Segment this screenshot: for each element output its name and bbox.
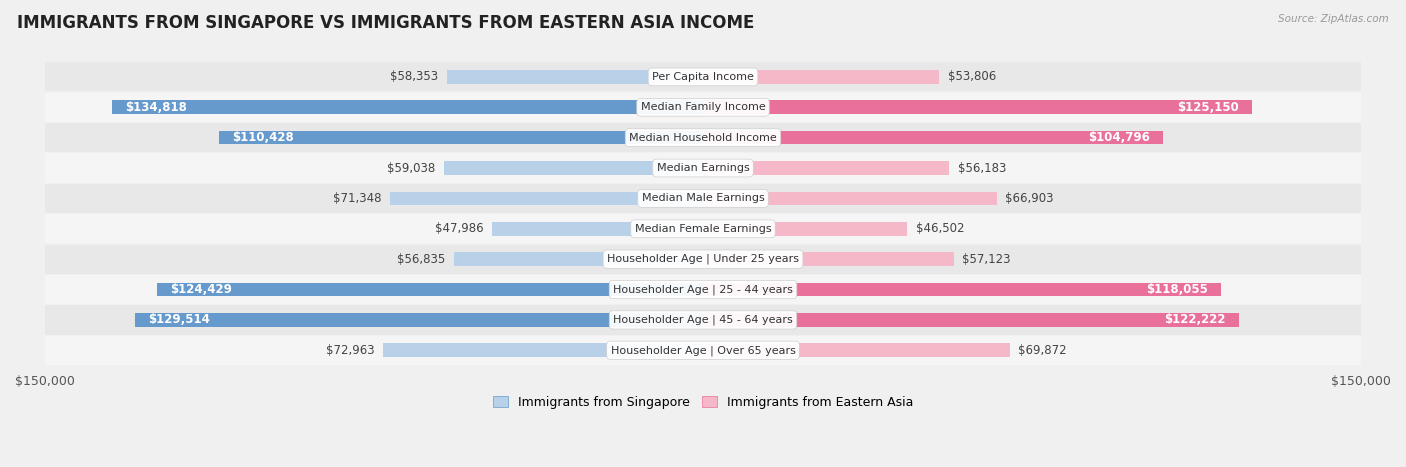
Text: Per Capita Income: Per Capita Income bbox=[652, 72, 754, 82]
Bar bbox=[703, 283, 1220, 297]
Text: $110,428: $110,428 bbox=[232, 131, 294, 144]
Text: $56,835: $56,835 bbox=[396, 253, 444, 266]
Bar bbox=[703, 100, 1253, 114]
Text: Median Earnings: Median Earnings bbox=[657, 163, 749, 173]
Bar bbox=[45, 92, 1361, 122]
Bar bbox=[45, 275, 1361, 304]
Text: $104,796: $104,796 bbox=[1088, 131, 1150, 144]
Text: IMMIGRANTS FROM SINGAPORE VS IMMIGRANTS FROM EASTERN ASIA INCOME: IMMIGRANTS FROM SINGAPORE VS IMMIGRANTS … bbox=[17, 14, 754, 32]
Bar bbox=[492, 222, 703, 236]
Bar bbox=[45, 184, 1361, 213]
Bar bbox=[454, 252, 703, 266]
Text: Householder Age | 45 - 64 years: Householder Age | 45 - 64 years bbox=[613, 315, 793, 325]
Text: $46,502: $46,502 bbox=[915, 222, 965, 235]
Bar bbox=[703, 191, 997, 205]
Text: Median Family Income: Median Family Income bbox=[641, 102, 765, 112]
Text: $58,353: $58,353 bbox=[389, 71, 439, 84]
Text: $72,963: $72,963 bbox=[326, 344, 374, 357]
Bar bbox=[45, 154, 1361, 183]
Text: $53,806: $53,806 bbox=[948, 71, 995, 84]
Bar bbox=[703, 343, 1010, 357]
Text: $122,222: $122,222 bbox=[1164, 313, 1226, 326]
Bar bbox=[45, 62, 1361, 92]
Bar bbox=[703, 131, 1163, 144]
Bar bbox=[703, 313, 1239, 327]
Text: $56,183: $56,183 bbox=[959, 162, 1007, 175]
Text: Median Male Earnings: Median Male Earnings bbox=[641, 193, 765, 204]
Legend: Immigrants from Singapore, Immigrants from Eastern Asia: Immigrants from Singapore, Immigrants fr… bbox=[488, 391, 918, 414]
Text: $66,903: $66,903 bbox=[1005, 192, 1053, 205]
Text: $129,514: $129,514 bbox=[148, 313, 209, 326]
Bar bbox=[389, 191, 703, 205]
Bar bbox=[45, 123, 1361, 152]
Text: Median Household Income: Median Household Income bbox=[628, 133, 778, 142]
Bar bbox=[111, 100, 703, 114]
Text: Householder Age | 25 - 44 years: Householder Age | 25 - 44 years bbox=[613, 284, 793, 295]
Bar bbox=[157, 283, 703, 297]
Text: Householder Age | Under 25 years: Householder Age | Under 25 years bbox=[607, 254, 799, 264]
Bar bbox=[382, 343, 703, 357]
Text: $69,872: $69,872 bbox=[1018, 344, 1067, 357]
Text: $124,429: $124,429 bbox=[170, 283, 232, 296]
Bar bbox=[135, 313, 703, 327]
Bar bbox=[703, 252, 953, 266]
Bar bbox=[45, 214, 1361, 243]
Text: $47,986: $47,986 bbox=[434, 222, 484, 235]
Text: $57,123: $57,123 bbox=[962, 253, 1011, 266]
Bar bbox=[45, 305, 1361, 334]
Bar bbox=[703, 70, 939, 84]
Bar bbox=[444, 161, 703, 175]
Text: Median Female Earnings: Median Female Earnings bbox=[634, 224, 772, 234]
Bar bbox=[45, 336, 1361, 365]
Bar bbox=[703, 161, 949, 175]
Text: $59,038: $59,038 bbox=[387, 162, 436, 175]
Text: $125,150: $125,150 bbox=[1177, 101, 1239, 114]
Bar bbox=[218, 131, 703, 144]
Text: Source: ZipAtlas.com: Source: ZipAtlas.com bbox=[1278, 14, 1389, 24]
Text: Householder Age | Over 65 years: Householder Age | Over 65 years bbox=[610, 345, 796, 355]
Text: $71,348: $71,348 bbox=[333, 192, 381, 205]
Bar bbox=[703, 222, 907, 236]
Text: $118,055: $118,055 bbox=[1146, 283, 1208, 296]
Bar bbox=[45, 245, 1361, 274]
Bar bbox=[447, 70, 703, 84]
Text: $134,818: $134,818 bbox=[125, 101, 187, 114]
